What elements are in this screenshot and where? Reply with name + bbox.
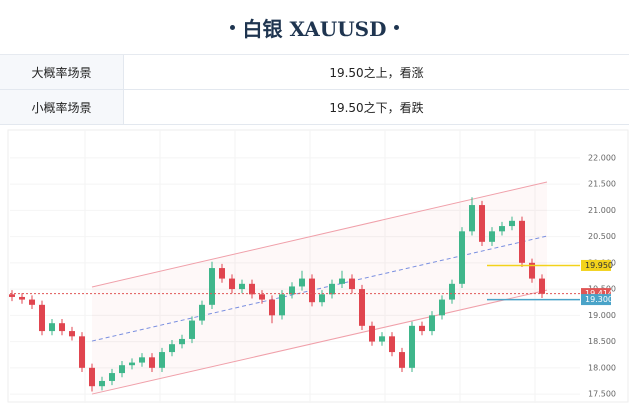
price-tag	[581, 288, 611, 300]
candle-body	[519, 220, 525, 263]
candle-body	[149, 357, 155, 368]
candle-body	[529, 262, 535, 279]
candle-body	[39, 304, 45, 332]
candle-body	[359, 289, 365, 326]
candle-body	[219, 268, 225, 279]
candle-body	[419, 325, 425, 332]
candle-body	[279, 294, 285, 316]
candle-body	[229, 278, 235, 290]
channel-upper	[91, 181, 548, 288]
candle-body	[249, 283, 255, 295]
price-tag	[581, 294, 611, 306]
candle-body	[59, 323, 65, 332]
candle-body	[399, 352, 405, 368]
price-tag-label: 19.300	[585, 295, 613, 304]
candle-body	[319, 294, 325, 303]
y-tick-label: 18.500	[588, 337, 616, 346]
candle-body	[19, 296, 25, 300]
candle-body	[389, 336, 395, 353]
candle-body	[299, 278, 305, 287]
candle-body	[179, 338, 185, 345]
candle-body	[189, 320, 195, 339]
title: 白银 XAUUSD	[242, 16, 387, 41]
candle-body	[459, 231, 465, 284]
candle-body	[349, 278, 355, 290]
candle-body	[79, 336, 85, 368]
candle-body	[339, 278, 345, 284]
candle-body	[159, 352, 165, 368]
candle-body	[199, 304, 205, 321]
candle-body	[489, 231, 495, 242]
chart: 17.50018.00018.50019.00019.50020.00020.5…	[7, 129, 629, 403]
candle-body	[429, 315, 435, 332]
price-tag-label: 19.414	[585, 289, 613, 298]
candle-body	[49, 323, 55, 332]
candle-body	[309, 278, 315, 303]
candle-body	[89, 367, 95, 387]
candle-body	[499, 226, 505, 232]
cell: 19.50之下，看跌	[123, 89, 629, 125]
candle-body	[259, 294, 265, 300]
price-tag	[581, 259, 611, 271]
cell: 小概率场景	[0, 89, 124, 125]
y-tick-label: 17.500	[588, 390, 616, 399]
candle-body	[29, 299, 35, 305]
candle-body	[469, 205, 475, 232]
candle-body	[369, 325, 375, 342]
candle-body	[539, 278, 545, 294]
candle-body	[209, 268, 215, 305]
y-tick-label: 22.000	[588, 153, 616, 162]
candle-body	[109, 373, 115, 381]
candle-body	[379, 336, 385, 342]
y-tick-label: 21.500	[588, 180, 616, 189]
row: 小概率场景 19.50之下，看跌	[0, 89, 629, 125]
channel-middle	[91, 235, 548, 342]
candle-body	[169, 344, 175, 353]
candle-body	[439, 299, 445, 316]
candle-body	[129, 362, 135, 366]
candle-body	[289, 286, 295, 295]
candle-body	[69, 331, 75, 337]
candle-body	[329, 283, 335, 295]
cell: 19.50之上，看涨	[123, 55, 629, 90]
candle-body	[449, 283, 455, 300]
candle-body	[99, 380, 105, 387]
price-tag-label: 19.950	[585, 261, 613, 270]
candle-body	[139, 357, 145, 363]
header: 白银 XAUUSD	[0, 0, 629, 55]
candle-body	[269, 299, 275, 316]
scenario-table: 大概率场景 19.50之上，看涨 小概率场景 19.50之下，看跌	[0, 55, 629, 125]
candle-body	[119, 365, 125, 374]
candle-body	[9, 294, 15, 297]
cell: 大概率场景	[0, 55, 124, 90]
y-tick-label: 19.000	[588, 311, 616, 320]
candle-body	[509, 220, 515, 227]
candle-body	[409, 325, 415, 368]
row: 大概率场景 19.50之上，看涨	[0, 55, 629, 90]
y-tick-label: 21.000	[588, 206, 616, 215]
candle-body	[479, 205, 485, 242]
channel-fill	[92, 181, 547, 395]
channel-lower	[91, 289, 548, 395]
y-tick-label: 20.500	[588, 232, 616, 241]
candle-body	[239, 283, 245, 290]
y-tick-label: 18.000	[588, 363, 616, 372]
